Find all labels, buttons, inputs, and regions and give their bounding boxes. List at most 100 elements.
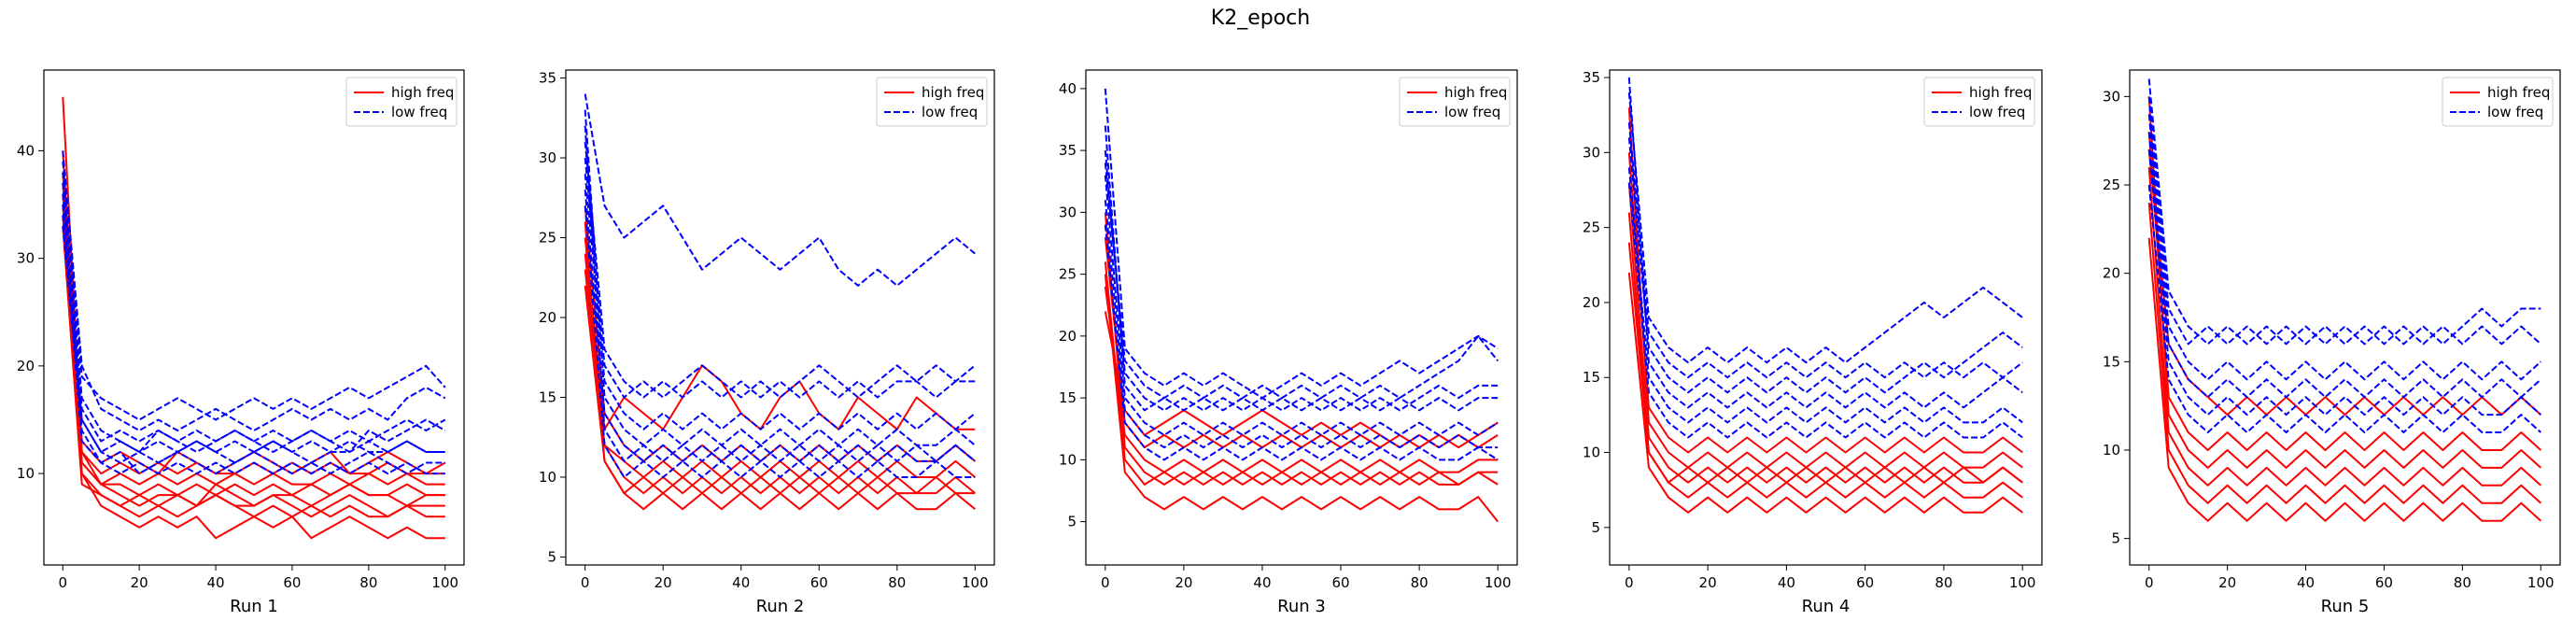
low-freq-line-7 <box>1627 137 2023 394</box>
high-freq-line-5 <box>1104 286 1499 473</box>
axes-frame <box>1085 69 1518 566</box>
x-tick-label: 80 <box>2454 574 2471 591</box>
low-freq-line-6 <box>1627 92 2023 364</box>
high-freq-line-4 <box>1627 242 2023 484</box>
x-tick-label: 80 <box>1411 574 1429 591</box>
y-tick-label: 40 <box>1059 80 1077 97</box>
x-tick-label: 60 <box>1331 574 1349 591</box>
y-tick-label: 20 <box>2103 265 2120 282</box>
low-freq-line-13 <box>584 205 976 478</box>
series-group <box>1627 77 2023 514</box>
low-freq-line-13 <box>62 215 445 475</box>
x-tick-label: 60 <box>283 574 301 591</box>
high-freq-line-5 <box>1627 152 2023 454</box>
y-tick-label: 5 <box>547 548 556 565</box>
high-freq-line-1 <box>1104 274 1499 523</box>
x-tick-label: 100 <box>962 574 989 591</box>
x-tick-label: 20 <box>2218 574 2236 591</box>
high-freq-line-5 <box>62 226 445 518</box>
low-freq-line-14 <box>62 182 446 443</box>
legend-label: high freq <box>391 84 454 101</box>
legend-label: high freq <box>1969 84 2032 101</box>
y-tick-label: 20 <box>1059 328 1077 345</box>
high-freq-line-5 <box>2147 132 2541 451</box>
series-group <box>1104 88 1499 523</box>
legend: high freq low freq <box>345 77 457 127</box>
high-freq-line-3 <box>2147 237 2541 522</box>
y-tick-label: 15 <box>1059 389 1077 406</box>
legend: high freq low freq <box>876 77 988 127</box>
high-freq-line-5 <box>584 221 976 495</box>
y-tick-label: 15 <box>539 388 556 405</box>
low-freq-line-6 <box>584 93 976 287</box>
legend-box <box>2442 77 2554 127</box>
legend-box <box>876 77 988 127</box>
x-tick-label: 80 <box>359 574 377 591</box>
x-axis-label: Run 2 <box>756 597 805 616</box>
x-tick-label: 20 <box>1699 574 1717 591</box>
x-tick-label: 0 <box>58 574 67 591</box>
subplot-run-1: 0 20 40 60 80 100 10 20 30 40 Run 1 high freq low fr… <box>17 69 465 616</box>
y-tick-label: 10 <box>1583 445 1600 461</box>
high-freq-line-0 <box>2147 96 2541 469</box>
y-tick-label: 5 <box>1591 519 1600 536</box>
high-freq-line-2 <box>2147 149 2541 416</box>
x-axis-label: Run 3 <box>1277 597 1326 616</box>
x-tick-label: 40 <box>732 574 750 591</box>
subplot-run-2: 0 20 40 60 80 100 5 10 15 20 25 30 35 Run 2 high freq l… <box>539 69 995 616</box>
subplot-run-4: 0 20 40 60 80 100 5 10 15 20 25 30 35 Run 4 high freq l… <box>1583 69 2043 616</box>
low-freq-line-15 <box>62 226 445 453</box>
low-freq-line-10 <box>584 190 976 462</box>
high-freq-line-3 <box>584 237 976 430</box>
x-tick-label: 0 <box>1625 574 1634 591</box>
y-tick-label: 25 <box>1583 219 1600 236</box>
high-freq-line-1 <box>2147 202 2541 504</box>
x-tick-label: 40 <box>2297 574 2315 591</box>
legend-label: high freq <box>2487 84 2550 101</box>
low-freq-line-8 <box>62 150 446 431</box>
x-tick-label: 20 <box>131 574 148 591</box>
y-tick-label: 10 <box>539 469 556 486</box>
y-tick-label: 15 <box>2103 353 2120 370</box>
y-tick-label: 30 <box>1583 144 1600 161</box>
legend: high freq low freq <box>2442 77 2554 127</box>
legend-label: low freq <box>1969 104 2025 120</box>
y-tick-label: 25 <box>2103 176 2120 193</box>
x-tick-label: 0 <box>581 574 590 591</box>
low-freq-line-11 <box>62 204 445 475</box>
low-freq-line-9 <box>584 109 976 446</box>
x-tick-label: 100 <box>1485 574 1512 591</box>
legend-label: high freq <box>922 84 984 101</box>
low-freq-line-8 <box>1627 77 2023 409</box>
high-freq-line-4 <box>62 204 445 518</box>
y-tick-label: 10 <box>2103 442 2120 459</box>
low-freq-line-9 <box>2147 184 2541 433</box>
low-freq-line-12 <box>62 161 446 421</box>
low-freq-line-10 <box>1104 125 1499 412</box>
legend-box <box>1923 77 2035 127</box>
y-tick-label: 30 <box>1059 204 1077 220</box>
low-freq-line-12 <box>1104 162 1499 400</box>
y-tick-label: 35 <box>1059 142 1077 159</box>
low-freq-line-9 <box>1104 200 1499 449</box>
x-tick-label: 60 <box>810 574 828 591</box>
x-tick-label: 20 <box>655 574 672 591</box>
y-tick-label: 20 <box>1583 294 1600 311</box>
legend-label: low freq <box>2487 104 2543 120</box>
low-freq-line-11 <box>2147 132 2541 399</box>
low-freq-line-8 <box>2147 149 2541 416</box>
y-tick-label: 5 <box>1067 514 1077 530</box>
y-tick-label: 20 <box>539 309 556 326</box>
x-tick-label: 60 <box>2375 574 2393 591</box>
x-axis-label: Run 1 <box>230 597 278 616</box>
y-tick-label: 35 <box>539 70 556 87</box>
low-freq-line-6 <box>1104 88 1499 400</box>
axes-frame <box>2129 69 2561 566</box>
high-freq-line-7 <box>62 215 445 497</box>
x-axis-label: Run 5 <box>2321 597 2370 616</box>
axes-frame <box>43 69 465 566</box>
x-tick-label: 0 <box>2145 574 2154 591</box>
y-tick-label: 15 <box>1583 369 1600 386</box>
legend-label: high freq <box>1444 84 1507 101</box>
axes-frame <box>1609 69 2043 566</box>
